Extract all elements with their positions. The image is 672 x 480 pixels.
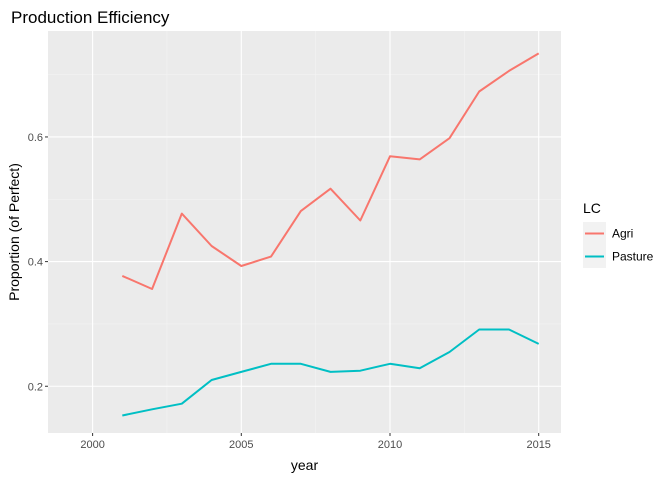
- legend-items: Agri Pasture: [583, 222, 654, 268]
- chart-title: Production Efficiency: [11, 8, 170, 27]
- minor-gridlines: [48, 31, 561, 433]
- major-gridlines: [48, 31, 561, 433]
- y-axis-ticks: 0.2 0.4 0.6: [28, 132, 48, 393]
- x-axis-title: year: [291, 457, 319, 473]
- y-tick-label: 0.2: [28, 381, 43, 393]
- plot-panel: [48, 31, 561, 433]
- series-line-agri: [121, 52, 540, 290]
- y-tick-label: 0.6: [28, 132, 43, 144]
- y-axis-title: Proportion (of Perfect): [6, 163, 22, 301]
- x-axis-ticks: 2000 2005 2010 2015: [80, 433, 551, 451]
- x-tick-label: 2015: [526, 439, 550, 451]
- x-tick-label: 2005: [229, 439, 253, 451]
- x-tick-label: 2000: [80, 439, 104, 451]
- legend-label-agri: Agri: [612, 227, 633, 241]
- legend-label-pasture: Pasture: [612, 250, 654, 264]
- series-lines: [121, 52, 540, 417]
- legend-title: LC: [583, 200, 601, 216]
- y-tick-label: 0.4: [28, 257, 43, 269]
- legend: LC Agri Pasture: [583, 200, 654, 268]
- x-tick-label: 2010: [378, 439, 402, 451]
- series-line-pasture: [122, 328, 540, 417]
